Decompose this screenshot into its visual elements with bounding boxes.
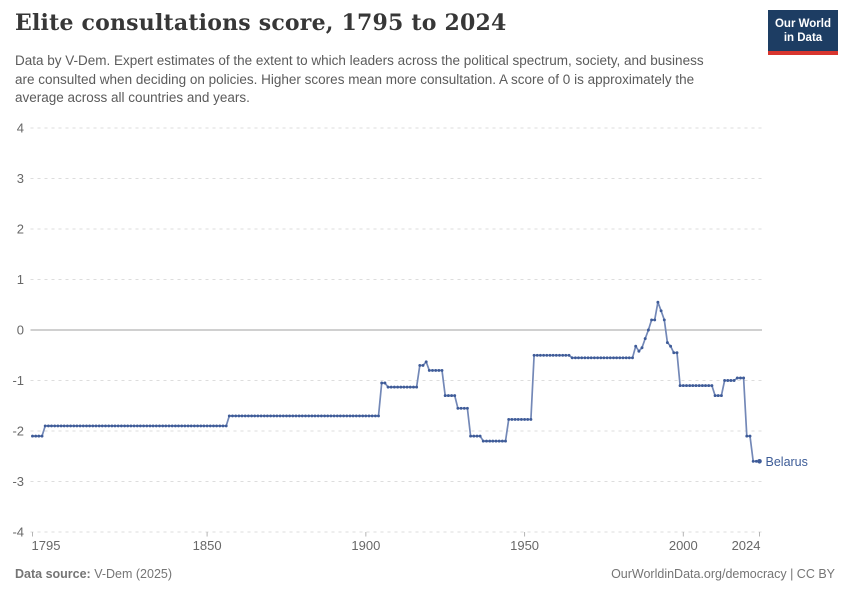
owid-logo-line1: Our World bbox=[774, 18, 831, 30]
series-belarus-line[interactable] bbox=[31, 300, 762, 464]
chart-subtitle: Data by V-Dem. Expert estimates of the e… bbox=[15, 53, 704, 106]
svg-text:3: 3 bbox=[17, 171, 24, 186]
data-source: Data source: V-Dem (2025) bbox=[15, 567, 172, 581]
owid-logo: Our World in Data bbox=[768, 10, 838, 55]
svg-text:-2: -2 bbox=[12, 424, 24, 439]
entity-label-belarus[interactable]: Belarus bbox=[766, 455, 808, 469]
svg-text:1950: 1950 bbox=[510, 538, 539, 553]
chart-footer: Data source: V-Dem (2025) OurWorldinData… bbox=[15, 567, 835, 581]
svg-text:1795: 1795 bbox=[32, 538, 61, 553]
svg-text:4: 4 bbox=[17, 121, 24, 136]
data-source-value: V-Dem (2025) bbox=[90, 567, 173, 581]
svg-text:-1: -1 bbox=[12, 373, 24, 388]
svg-text:2: 2 bbox=[17, 222, 24, 237]
x-axis: 1795 1850 1900 1950 2000 2024 bbox=[32, 532, 761, 553]
svg-text:2024: 2024 bbox=[732, 538, 761, 553]
svg-text:2000: 2000 bbox=[669, 538, 698, 553]
series-end-marker bbox=[757, 459, 762, 464]
svg-text:1900: 1900 bbox=[351, 538, 380, 553]
svg-text:-4: -4 bbox=[12, 525, 24, 540]
y-axis-labels: 4 3 2 1 0 -1 -2 -3 -4 bbox=[12, 121, 24, 540]
owid-credit-link[interactable]: OurWorldinData.org/democracy | CC BY bbox=[611, 567, 835, 581]
owid-logo-line2: in Data bbox=[783, 32, 823, 45]
svg-text:1: 1 bbox=[17, 272, 24, 287]
data-source-label: Data source: bbox=[15, 567, 91, 581]
chart-title: Elite consultations score, 1795 to 2024 bbox=[15, 10, 507, 36]
svg-text:0: 0 bbox=[17, 323, 24, 338]
footer-credit[interactable]: OurWorldinData.org/democracy | CC BY bbox=[611, 567, 835, 581]
svg-text:1850: 1850 bbox=[193, 538, 222, 553]
y-gridlines bbox=[30, 127, 762, 533]
svg-text:-3: -3 bbox=[12, 474, 24, 489]
